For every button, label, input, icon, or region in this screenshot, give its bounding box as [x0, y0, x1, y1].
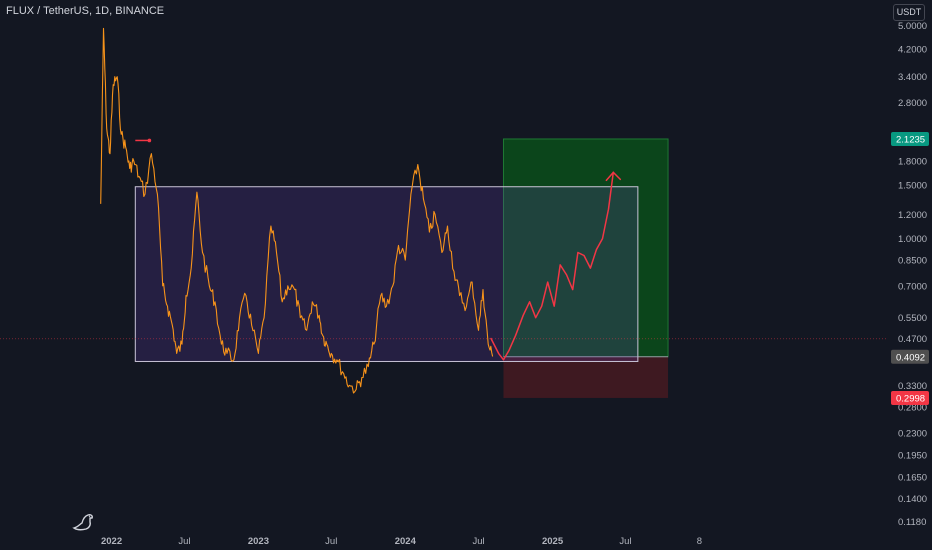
- x-tick-label: 2024: [395, 536, 417, 547]
- y-tick-label: 0.7000: [898, 281, 927, 292]
- y-tick-label: 5.0000: [898, 21, 927, 32]
- stop-price-label: 0.2998: [896, 393, 925, 404]
- y-tick-label: 0.5500: [898, 313, 927, 324]
- marker-end-point[interactable]: [147, 138, 152, 143]
- y-tick-label: 1.0000: [898, 234, 927, 245]
- y-tick-label: 1.8000: [898, 156, 927, 167]
- y-tick-label: 0.1180: [898, 517, 926, 528]
- x-tick-label: Jul: [472, 536, 484, 547]
- y-tick-label: 3.4000: [898, 72, 927, 83]
- y-tick-label: 0.1950: [898, 450, 927, 461]
- projection-arrowhead: [605, 171, 622, 182]
- current-price-tag: [891, 349, 929, 364]
- y-tick-label: 0.4700: [898, 334, 927, 345]
- y-tick-label: 1.2000: [898, 210, 927, 221]
- projection-path[interactable]: [490, 171, 615, 361]
- long-position-loss-zone[interactable]: [503, 356, 669, 398]
- range-box[interactable]: [134, 186, 639, 362]
- y-tick-label: 2.8000: [898, 98, 927, 109]
- current-price-label: 0.4092: [896, 352, 925, 363]
- y-tick-label: 0.1650: [898, 472, 927, 483]
- y-tick-label: 0.2800: [898, 402, 927, 413]
- y-tick-label: 0.1400: [898, 494, 927, 505]
- target-price-tag: [891, 131, 929, 146]
- stop-price-tag: [891, 390, 929, 405]
- tradingview-dinosaur-icon[interactable]: [72, 510, 98, 532]
- price-series-line[interactable]: [100, 27, 494, 394]
- symbol-title: FLUX / TetherUS, 1D, BINANCE: [6, 5, 165, 17]
- y-tick-label: 0.3300: [898, 381, 927, 392]
- x-tick-label: Jul: [178, 536, 190, 547]
- x-tick-label: Jul: [619, 536, 631, 547]
- x-tick-label: 2025: [542, 536, 564, 547]
- x-tick-label: 2023: [248, 536, 269, 547]
- x-tick-label: Jul: [325, 536, 337, 547]
- y-tick-label: 0.2300: [898, 429, 927, 440]
- currency-button[interactable]: USDT: [893, 4, 925, 21]
- x-tick-label: 2022: [101, 536, 122, 547]
- long-position-profit-zone[interactable]: [502, 138, 669, 358]
- target-price-label: 2.1235: [896, 134, 925, 145]
- y-tick-label: 0.8500: [898, 256, 927, 267]
- y-tick-label: 4.2000: [898, 44, 927, 55]
- y-tick-label: 1.5000: [898, 180, 927, 191]
- x-tick-label: 8: [697, 536, 702, 547]
